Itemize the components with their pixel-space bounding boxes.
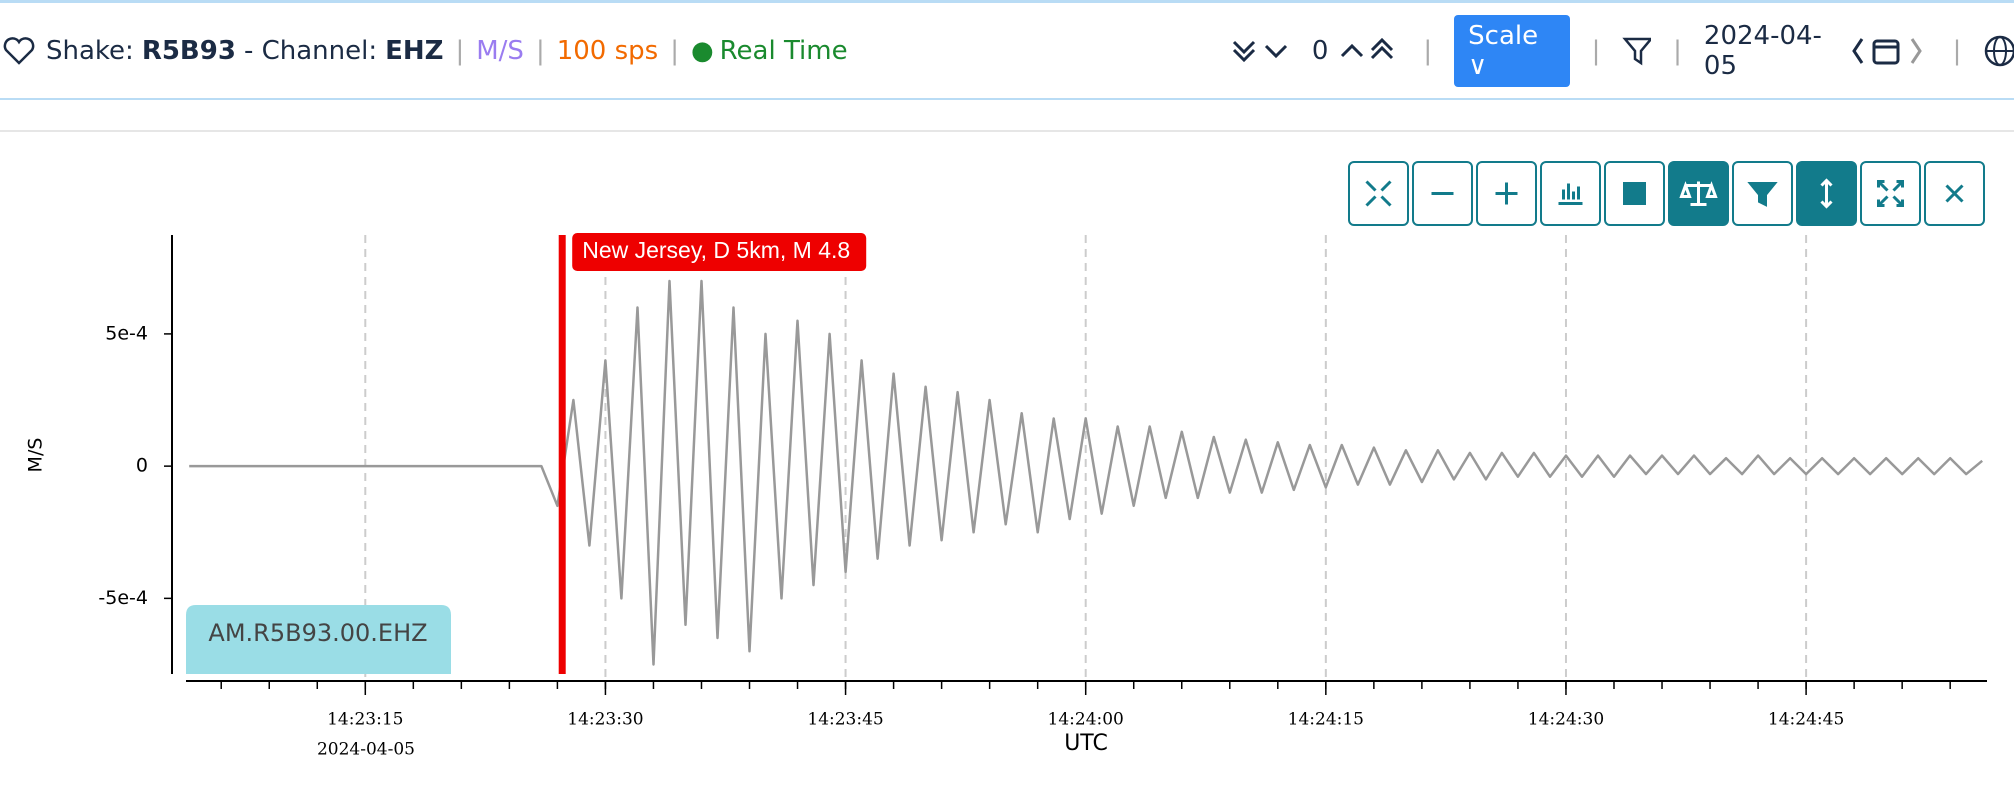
chart: M/S UTC 2024-04-05 14:23:15 14:23:30 14:23…	[25, 161, 1987, 760]
rate: 100 sps	[556, 35, 659, 66]
x-tick-label: 14:23:30	[567, 710, 643, 730]
divider	[0, 130, 2014, 132]
tool-button[interactable]	[1860, 161, 1921, 226]
toolbar	[1348, 161, 1985, 226]
status-dot: ●	[690, 35, 714, 66]
x-tick-label: 14:24:30	[1528, 710, 1604, 730]
tool-button[interactable]	[1476, 161, 1537, 226]
tool-button-frame	[1860, 161, 1921, 226]
tool-button[interactable]	[1924, 161, 1985, 226]
tool-button-frame	[1348, 161, 1409, 226]
x-tick-label: 14:24:15	[1288, 710, 1364, 730]
separator: |	[670, 35, 679, 66]
filter-icon[interactable]	[1622, 35, 1652, 67]
date: 2024-04-05	[1703, 20, 1822, 81]
event-label-box	[572, 233, 867, 271]
x-date-label: 2024-04-05	[317, 740, 415, 760]
tool-button[interactable]	[1668, 161, 1729, 226]
offset-up[interactable]	[1338, 36, 1401, 66]
station: R5B93	[141, 35, 236, 66]
tool-icon	[1365, 180, 1392, 207]
tool-icon	[1877, 180, 1904, 207]
channel-label: - Channel:	[243, 35, 378, 66]
header: Shake: R5B93 - Channel: EHZ | M/S | 100 …	[0, 0, 2014, 100]
tool-icon	[1945, 184, 1964, 203]
tool-icon	[1679, 181, 1718, 206]
x-tick-label: 14:23:45	[807, 710, 883, 730]
favorite-icon[interactable]	[2, 36, 36, 66]
offset-down[interactable]	[1230, 36, 1302, 66]
date-nav[interactable]	[1850, 35, 1931, 67]
channel: EHZ	[385, 35, 444, 66]
event-label: New Jersey, D 5km, M 4.8	[582, 237, 850, 263]
scale-text: Scale	[1468, 20, 1539, 51]
separator: |	[1952, 35, 1962, 66]
tool-button-frame	[1540, 161, 1601, 226]
tool-button[interactable]	[1412, 161, 1473, 226]
globe-icon[interactable]	[1983, 34, 2014, 68]
separator: |	[1423, 35, 1433, 66]
x-axis-label: UTC	[1064, 731, 1108, 756]
separator: |	[535, 35, 545, 66]
tool-icon	[1747, 182, 1778, 207]
separator: |	[1591, 35, 1601, 66]
tool-button[interactable]	[1732, 161, 1793, 226]
tool-button[interactable]	[1540, 161, 1601, 226]
shake-label: Shake:	[46, 35, 134, 66]
waveform	[189, 279, 1983, 666]
y-tick-label: 0	[136, 455, 148, 477]
station-label: AM.R5B93.00.EHZ	[208, 619, 427, 647]
status: Real Time	[719, 35, 848, 66]
y-axis-label: M/S	[25, 438, 47, 473]
tool-icon	[1558, 183, 1583, 205]
y-tick-label: -5e-4	[98, 587, 148, 609]
tool-button[interactable]	[1796, 161, 1857, 226]
x-tick-label: 14:24:45	[1768, 710, 1844, 730]
offset: 0	[1311, 35, 1329, 66]
controls: 0 | Scale ∨ | | 2024-04-05 |	[1230, 3, 2014, 98]
scale-button[interactable]: Scale ∨	[1454, 14, 1570, 87]
x-tick-label: 14:24:00	[1048, 710, 1124, 730]
tool-button[interactable]	[1348, 161, 1409, 226]
y-tick-label: 5e-4	[105, 322, 148, 344]
separator: |	[1673, 35, 1682, 66]
separator: |	[455, 35, 465, 66]
tool-icon	[1623, 182, 1646, 205]
unit: M/S	[476, 35, 524, 66]
tool-icon	[1820, 178, 1833, 209]
tool-icon	[1495, 182, 1518, 205]
x-tick-label: 14:23:15	[327, 710, 403, 730]
tool-button[interactable]	[1604, 161, 1665, 226]
station-box	[186, 605, 451, 674]
